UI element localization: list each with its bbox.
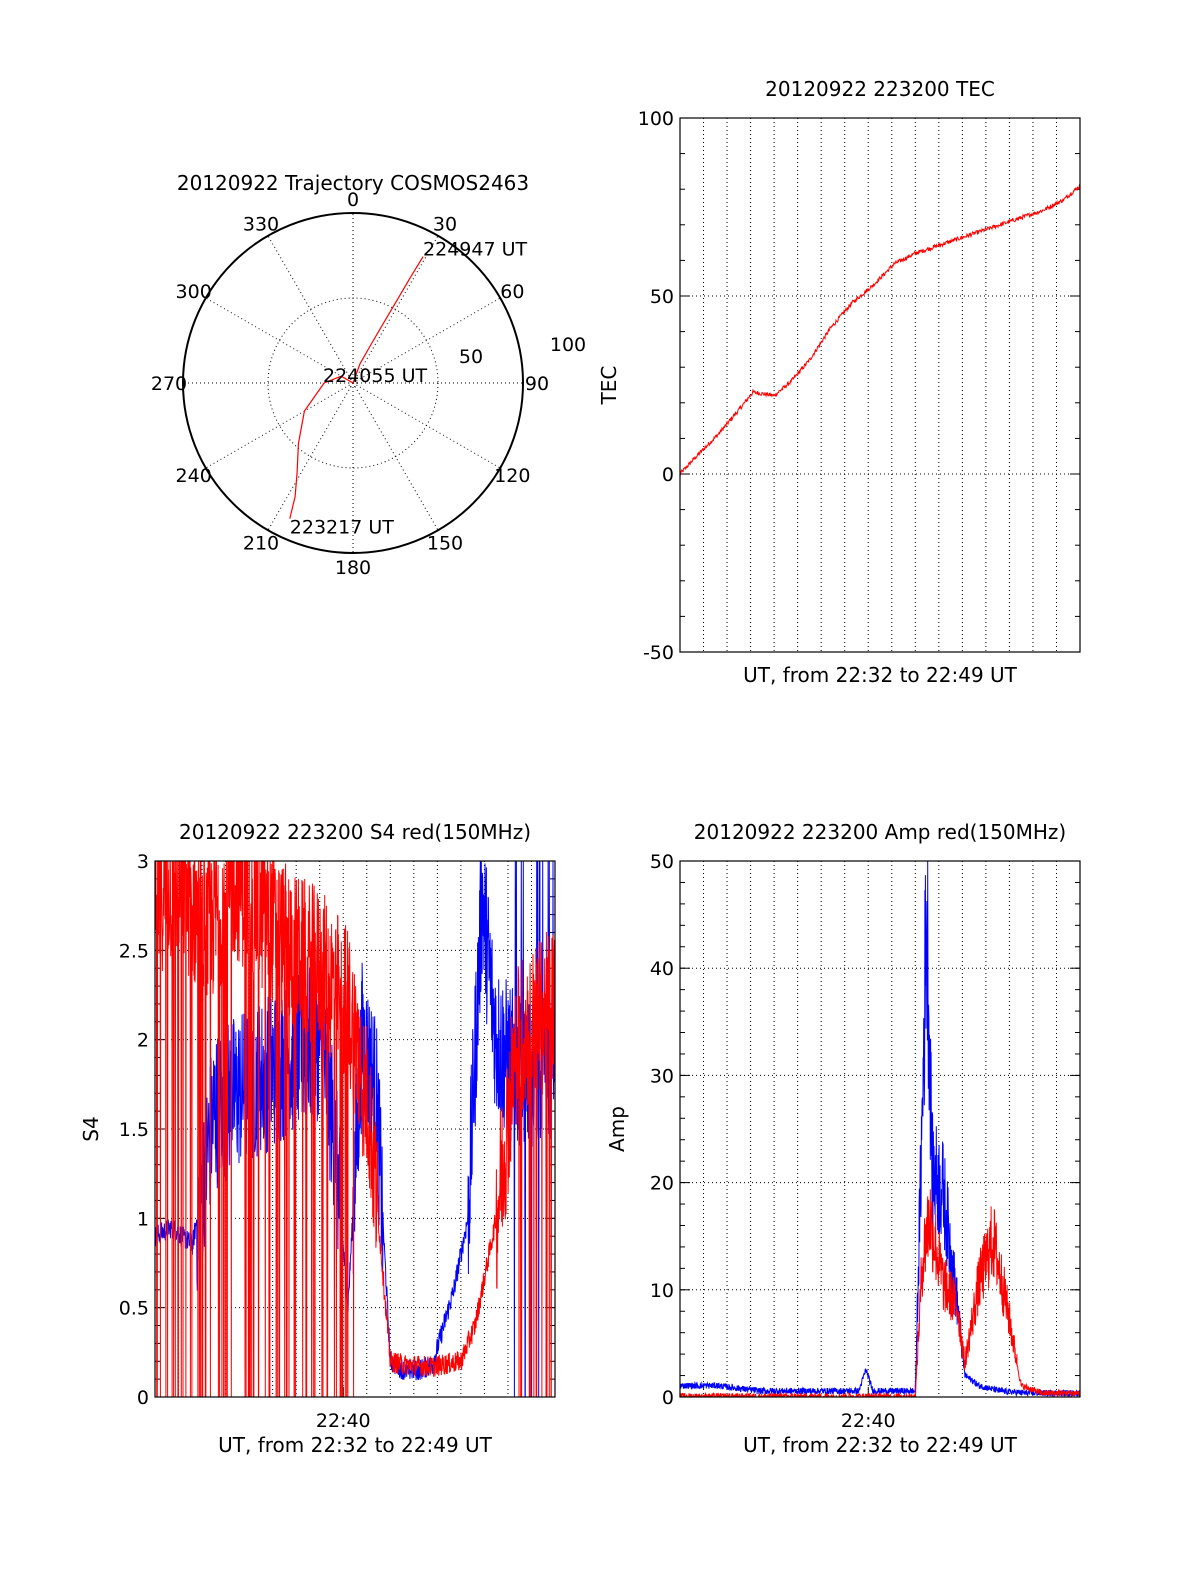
- polar-angle-label: 180: [335, 557, 371, 579]
- polar-angle-label: 270: [151, 373, 187, 395]
- amp-panel: 20120922 223200 Amp red(150MHz) 0 10 20 30 40…: [605, 820, 1081, 1457]
- y-tick-label: 50: [650, 851, 674, 873]
- polar-angle-label: 300: [176, 281, 212, 303]
- x-axis-label: UT, from 22:32 to 22:49 UT: [218, 1433, 493, 1457]
- polar-spoke: [267, 235, 354, 384]
- y-tick-label: 3: [137, 851, 149, 873]
- y-axis-label: TEC: [597, 366, 621, 406]
- chart-title: 20120922 223200 Amp red(150MHz): [694, 820, 1066, 844]
- polar-spoke: [267, 382, 354, 531]
- y-tick-label: 40: [650, 958, 674, 980]
- x-tick-label: 22:40: [316, 1410, 371, 1432]
- polar-time-annotation: 223217 UT: [290, 517, 394, 539]
- polar-spoke: [352, 235, 439, 384]
- plot-area: [155, 861, 555, 1397]
- polar-angle-label: 90: [525, 373, 549, 395]
- polar-angle-label: 240: [176, 465, 212, 487]
- plot-area: [680, 183, 1080, 476]
- polar-angle-label: 150: [427, 532, 463, 554]
- y-tick-label: 30: [650, 1065, 674, 1087]
- polar-spoke: [205, 382, 354, 469]
- x-tick-label: 22:40: [841, 1410, 896, 1432]
- y-tick-label: 0: [662, 464, 674, 486]
- polar-angle-label: 60: [500, 281, 524, 303]
- plot-frame: [679, 117, 1081, 653]
- polar-title: 20120922 Trajectory COSMOS2463: [177, 171, 529, 195]
- y-tick-label: 2.5: [119, 940, 149, 962]
- polar-angle-label: 210: [243, 532, 279, 554]
- polar-time-annotation: 224055 UT: [323, 365, 427, 387]
- polar-time-annotation: 224947 UT: [423, 239, 527, 261]
- polar-spoke: [205, 297, 354, 384]
- polar-spoke: [352, 382, 439, 531]
- blue-series-line: [155, 861, 555, 1397]
- y-tick-label: 0: [662, 1387, 674, 1409]
- polar-radial-label: 100: [550, 334, 586, 356]
- red-series-line: [680, 183, 1080, 476]
- polar-outer-circle: [182, 212, 524, 554]
- chart-title: 20120922 223200 TEC: [765, 77, 995, 101]
- plot-frame: [679, 860, 1081, 1398]
- y-tick-label: 100: [638, 108, 674, 130]
- y-tick-label: 10: [650, 1280, 674, 1302]
- trajectory-line: [289, 256, 424, 519]
- chart-title: 20120922 223200 S4 red(150MHz): [179, 820, 531, 844]
- y-tick-label: 2: [137, 1030, 149, 1052]
- y-tick-label: 1: [137, 1208, 149, 1230]
- y-tick-label: 0.5: [119, 1298, 149, 1320]
- s4-panel: 20120922 223200 S4 red(150MHz)00.511.522…: [79, 820, 556, 1457]
- y-tick-label: 50: [650, 286, 674, 308]
- y-axis-label: S4: [79, 1116, 103, 1141]
- polar-angle-label: 120: [494, 465, 530, 487]
- polar-angle-label: 30: [433, 214, 457, 236]
- x-axis-label: UT, from 22:32 to 22:49 UT: [743, 1433, 1018, 1457]
- polar-spoke: [352, 297, 501, 384]
- y-tick-label: 1.5: [119, 1119, 149, 1141]
- y-tick-label: 20: [650, 1173, 674, 1195]
- y-tick-label: -50: [643, 642, 674, 664]
- polar-radial-label: 50: [459, 346, 483, 368]
- polar-angle-label: 0: [347, 189, 359, 211]
- polar-angle-label: 330: [243, 214, 279, 236]
- tec-panel: 20120922 223200 TEC -50 0 50 100 UT, from 22:…: [597, 77, 1081, 687]
- plot-area: [680, 861, 1080, 1397]
- red-series-line: [680, 1189, 1080, 1397]
- blue-series-line: [680, 861, 1080, 1397]
- x-axis-label: UT, from 22:32 to 22:49 UT: [743, 663, 1018, 687]
- y-axis-label: Amp: [605, 1106, 629, 1152]
- y-tick-label: 0: [137, 1387, 149, 1409]
- red-series-line: [155, 861, 555, 1397]
- plot-frame: [154, 860, 556, 1398]
- polar-spoke: [352, 382, 501, 469]
